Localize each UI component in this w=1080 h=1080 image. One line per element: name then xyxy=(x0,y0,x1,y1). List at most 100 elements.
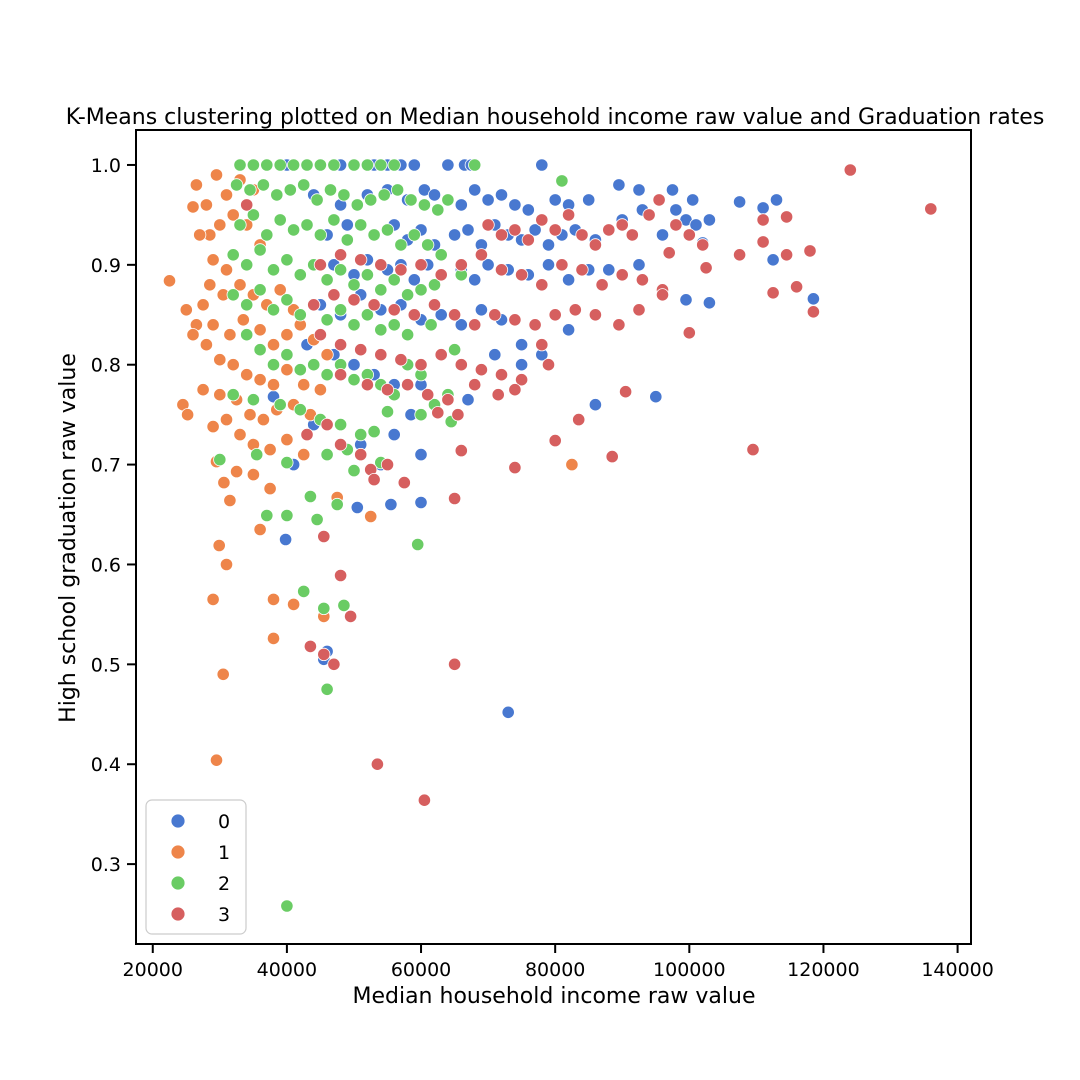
point-series-0 xyxy=(679,293,693,307)
point-series-1 xyxy=(189,178,203,192)
point-series-2 xyxy=(313,158,327,172)
point-series-1 xyxy=(253,373,267,387)
point-series-3 xyxy=(374,258,388,272)
point-series-0 xyxy=(561,323,576,337)
point-series-2 xyxy=(226,248,240,262)
point-series-3 xyxy=(561,208,576,222)
point-series-2 xyxy=(280,508,294,523)
point-series-2 xyxy=(233,158,247,172)
point-series-1 xyxy=(219,188,234,202)
point-series-0 xyxy=(407,158,421,172)
point-series-1 xyxy=(565,457,579,472)
point-series-1 xyxy=(263,481,277,496)
point-series-3 xyxy=(431,406,445,420)
point-series-2 xyxy=(360,268,374,282)
point-series-3 xyxy=(615,268,629,282)
point-series-3 xyxy=(494,263,509,277)
point-series-3 xyxy=(317,529,331,544)
point-series-2 xyxy=(400,328,415,342)
point-series-1 xyxy=(212,538,226,553)
point-series-0 xyxy=(454,198,468,212)
point-series-0 xyxy=(548,193,562,207)
point-series-0 xyxy=(665,183,680,197)
point-series-1 xyxy=(203,278,217,292)
point-series-2 xyxy=(360,158,374,172)
point-series-2 xyxy=(297,178,311,192)
point-series-1 xyxy=(320,348,334,362)
point-series-2 xyxy=(280,293,294,307)
point-series-3 xyxy=(414,258,428,272)
point-series-2 xyxy=(246,208,260,222)
point-series-3 xyxy=(307,298,321,312)
point-series-1 xyxy=(186,200,200,214)
point-series-3 xyxy=(300,427,314,442)
point-series-0 xyxy=(488,348,502,362)
point-series-2 xyxy=(240,298,254,312)
point-series-3 xyxy=(746,442,760,457)
legend-label-0: 0 xyxy=(218,811,230,833)
point-series-3 xyxy=(652,193,666,207)
point-series-0 xyxy=(602,263,616,277)
point-series-2 xyxy=(293,403,307,417)
point-series-1 xyxy=(199,338,213,352)
point-series-3 xyxy=(548,433,562,448)
point-series-1 xyxy=(240,368,254,382)
point-series-2 xyxy=(303,489,317,504)
point-series-1 xyxy=(226,208,240,222)
point-series-2 xyxy=(327,158,341,172)
point-series-0 xyxy=(669,203,683,217)
point-series-3 xyxy=(508,383,522,397)
point-series-0 xyxy=(702,213,717,227)
point-series-1 xyxy=(213,353,227,367)
point-series-2 xyxy=(390,183,405,197)
chart-title: K-Means clustering plotted on Median hou… xyxy=(66,105,1045,130)
point-series-3 xyxy=(575,228,589,242)
point-series-1 xyxy=(280,363,294,377)
point-series-3 xyxy=(548,308,562,322)
point-series-0 xyxy=(535,158,549,172)
x-tick-label: 140000 xyxy=(921,959,994,981)
point-series-1 xyxy=(273,283,287,297)
point-series-2 xyxy=(350,198,364,212)
point-series-2 xyxy=(266,358,281,372)
point-series-0 xyxy=(468,273,482,287)
point-series-2 xyxy=(400,288,415,302)
point-series-3 xyxy=(699,261,713,275)
point-series-3 xyxy=(454,443,468,458)
point-series-0 xyxy=(769,193,784,207)
point-series-3 xyxy=(572,412,586,427)
point-series-3 xyxy=(468,378,482,392)
legend-marker-0 xyxy=(170,813,186,829)
point-series-0 xyxy=(612,178,626,192)
point-series-2 xyxy=(286,223,301,237)
point-series-0 xyxy=(766,253,780,267)
point-series-3 xyxy=(514,373,529,387)
point-series-0 xyxy=(414,447,428,462)
point-series-3 xyxy=(682,326,696,340)
point-series-2 xyxy=(414,283,428,297)
point-series-2 xyxy=(253,343,267,357)
point-series-2 xyxy=(333,417,348,432)
point-series-2 xyxy=(266,263,281,277)
point-series-3 xyxy=(347,293,361,307)
point-series-1 xyxy=(216,667,230,681)
point-series-3 xyxy=(354,253,368,267)
point-series-3 xyxy=(535,213,549,227)
point-series-3 xyxy=(360,378,374,392)
point-series-3 xyxy=(514,268,529,282)
point-series-3 xyxy=(427,298,442,312)
point-series-3 xyxy=(541,358,556,372)
point-series-1 xyxy=(206,253,220,267)
point-series-3 xyxy=(313,328,327,342)
point-series-3 xyxy=(612,318,626,332)
point-series-1 xyxy=(206,318,220,332)
point-series-0 xyxy=(414,495,428,510)
point-series-2 xyxy=(240,328,254,342)
point-series-3 xyxy=(333,568,348,583)
point-series-3 xyxy=(333,437,348,452)
point-series-2 xyxy=(226,388,240,402)
point-series-1 xyxy=(266,631,281,646)
point-series-3 xyxy=(394,353,408,367)
point-series-2 xyxy=(317,601,331,616)
